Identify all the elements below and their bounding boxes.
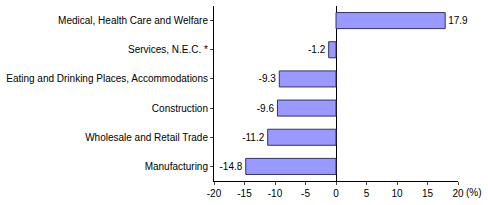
svg-text:Eating and Drinking Places, Ac: Eating and Drinking Places, Accommodatio… — [6, 73, 208, 84]
svg-text:Services, N.E.C. *: Services, N.E.C. * — [128, 44, 208, 55]
svg-text:20: 20 — [452, 188, 464, 199]
svg-text:-11.2: -11.2 — [242, 132, 264, 143]
svg-text:-20: -20 — [207, 188, 222, 199]
svg-text:-15: -15 — [237, 188, 252, 199]
svg-text:-5: -5 — [301, 188, 310, 199]
svg-text:-14.8: -14.8 — [219, 161, 242, 172]
svg-text:-10: -10 — [268, 188, 283, 199]
svg-text:0: 0 — [333, 188, 339, 199]
svg-text:10: 10 — [391, 188, 403, 199]
svg-text:Manufacturing: Manufacturing — [145, 161, 208, 172]
svg-text:5: 5 — [364, 188, 370, 199]
svg-text:-9.6: -9.6 — [257, 103, 275, 114]
svg-text:-9.3: -9.3 — [259, 73, 277, 84]
svg-text:15: 15 — [422, 188, 434, 199]
svg-text:17.9: 17.9 — [448, 15, 468, 26]
svg-text:Construction: Construction — [152, 103, 208, 114]
svg-text:Medical, Health Care and Welfa: Medical, Health Care and Welfare — [58, 15, 208, 26]
svg-text:(%): (%) — [466, 187, 482, 198]
svg-text:Wholesale and Retail Trade: Wholesale and Retail Trade — [85, 132, 208, 143]
svg-text:-1.2: -1.2 — [308, 44, 326, 55]
